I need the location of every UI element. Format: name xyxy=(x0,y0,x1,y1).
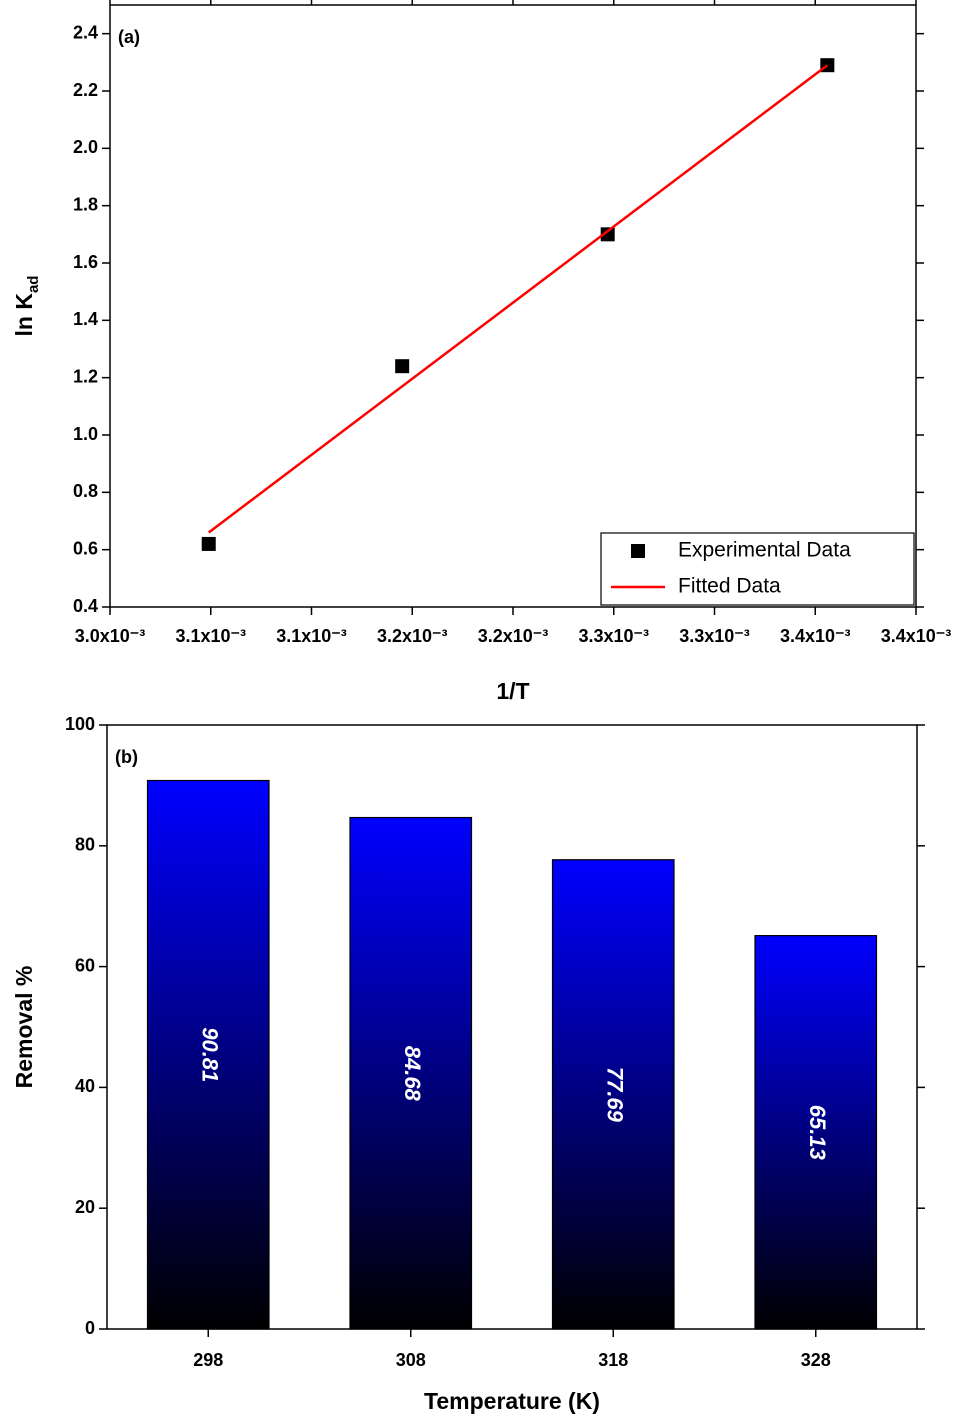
legend-label: Experimental Data xyxy=(678,539,851,562)
legend-swatch xyxy=(631,544,645,558)
y-tick-label: 1.4 xyxy=(73,309,98,329)
x-axis-title: 1/T xyxy=(496,678,529,704)
x-tick-label: 318 xyxy=(598,1350,628,1370)
y-tick-label: 1.8 xyxy=(73,194,98,214)
x-tick-label: 3.4x10⁻³ xyxy=(881,626,952,646)
annotation: (b) xyxy=(115,747,138,767)
y-tick-label: 0.8 xyxy=(73,481,98,501)
y-tick-label: 0 xyxy=(85,1318,95,1338)
y-tick-label: 1.2 xyxy=(73,366,98,386)
x-tick-label: 3.2x10⁻³ xyxy=(377,626,448,646)
value-label: 84.68 xyxy=(400,1046,425,1102)
y-tick-label: 1.6 xyxy=(73,252,98,272)
x-tick-label: 3.4x10⁻³ xyxy=(780,626,851,646)
y-axis-title-main: Removal % xyxy=(11,966,37,1089)
annotation: (a) xyxy=(118,27,140,47)
data-point xyxy=(395,359,410,374)
value-label: 90.81 xyxy=(197,1027,222,1082)
y-axis-title: Removal % xyxy=(11,966,37,1089)
y-tick-label: 0.6 xyxy=(73,538,98,558)
data-point xyxy=(201,536,216,551)
x-tick-label: 3.1x10⁻³ xyxy=(175,626,246,646)
value-label: 65.13 xyxy=(805,1105,830,1160)
y-axis-title: ln Kad xyxy=(11,276,42,337)
y-tick-label: 80 xyxy=(75,835,95,855)
x-tick-label: 308 xyxy=(396,1350,426,1370)
y-tick-label: 60 xyxy=(75,955,95,975)
x-tick-label: 3.3x10⁻³ xyxy=(578,626,649,646)
x-axis-title: Temperature (K) xyxy=(424,1388,600,1414)
value-label: 77.69 xyxy=(602,1067,627,1123)
y-tick-label: 2.2 xyxy=(73,80,98,100)
x-tick-label: 3.2x10⁻³ xyxy=(478,626,549,646)
x-tick-label: 328 xyxy=(801,1350,831,1370)
bar xyxy=(754,935,878,1330)
y-tick-label: 1.0 xyxy=(73,424,98,444)
legend-label: Fitted Data xyxy=(678,575,781,598)
x-tick-label: 3.3x10⁻³ xyxy=(679,626,750,646)
x-tick-label: 3.0x10⁻³ xyxy=(75,626,146,646)
y-axis-title-main: ln K xyxy=(11,293,37,337)
x-tick-label: 3.1x10⁻³ xyxy=(276,626,347,646)
x-tick-label: 298 xyxy=(193,1350,223,1370)
data-point xyxy=(600,227,615,242)
y-tick-label: 20 xyxy=(75,1197,95,1217)
bar xyxy=(349,816,473,1330)
y-tick-label: 100 xyxy=(65,714,95,734)
fit-line xyxy=(207,64,829,534)
y-tick-label: 0.4 xyxy=(73,596,98,616)
legend-box xyxy=(600,532,915,606)
y-tick-label: 40 xyxy=(75,1076,95,1096)
plot-frame xyxy=(106,724,918,1330)
y-tick-label: 2.0 xyxy=(73,137,98,157)
y-axis-title-subscript: ad xyxy=(25,276,42,294)
bar xyxy=(551,859,675,1330)
bar xyxy=(146,779,270,1330)
y-tick-label: 2.4 xyxy=(73,22,98,42)
